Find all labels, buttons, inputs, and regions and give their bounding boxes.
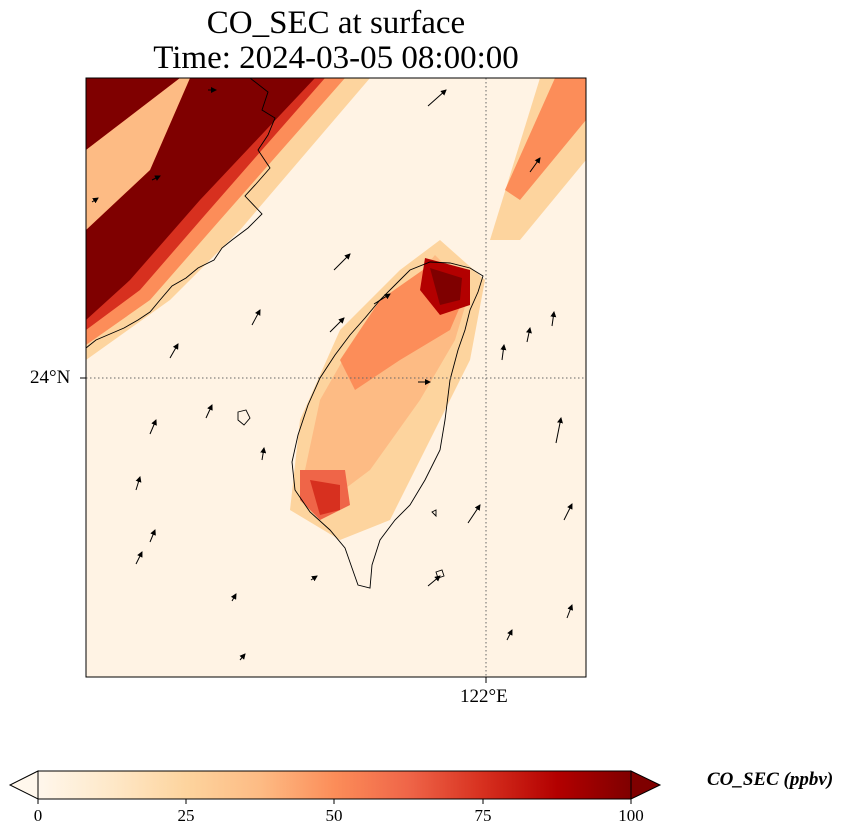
lon-tick-label: 122°E [460, 686, 508, 707]
colorbar-tick-label: 100 [618, 806, 644, 825]
colorbar-tick-label: 50 [325, 806, 343, 825]
colorbar-label: CO_SEC (ppbv) [707, 769, 834, 790]
colorbar-tick-label: 75 [474, 806, 492, 825]
colorbar-bar [37, 770, 632, 800]
coastlines [86, 78, 484, 589]
colorbar [8, 770, 662, 804]
plot-time: Time: 2024-03-05 08:00:00 [153, 40, 519, 76]
colorbar-extend-max [630, 770, 662, 800]
taiwan-coastline [291, 261, 484, 589]
wind-vectors [91, 87, 574, 661]
china-coastline [86, 78, 276, 349]
colorbar-tick-label: 25 [177, 806, 195, 825]
lat-tick-label: 24°N [30, 367, 71, 388]
colorbar-tick-label: 0 [33, 806, 43, 825]
gridlines [86, 78, 586, 677]
plot-title: CO_SEC at surface [206, 5, 466, 41]
colorbar-extend-min [8, 770, 39, 800]
